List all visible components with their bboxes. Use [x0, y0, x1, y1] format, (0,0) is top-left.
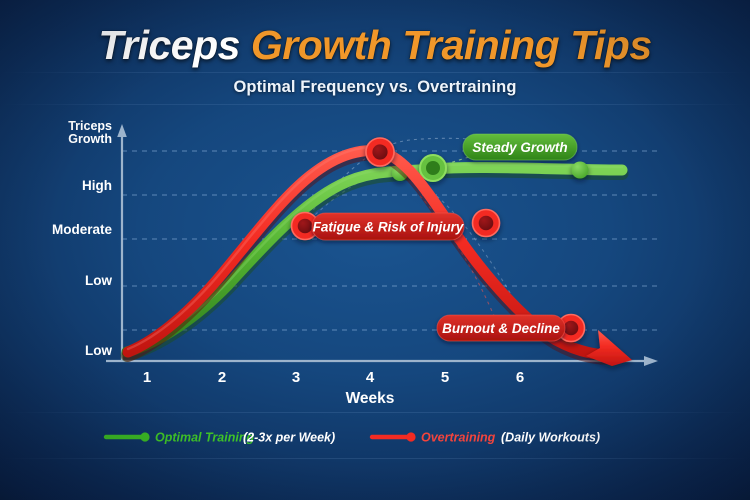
y-tick-label-low-upper: Low — [85, 273, 112, 288]
legend-qualifier-optimal: (2-3x per Week) — [243, 431, 335, 445]
data-point-ring-inner — [297, 218, 313, 234]
x-tick-label-1: 1 — [143, 369, 151, 386]
annotation-steady-growth[interactable]: Steady Growth — [462, 133, 578, 161]
data-point-optimal-3[interactable] — [571, 161, 589, 179]
chart-legend: Optimal Training (2-3x per Week) Overtra… — [103, 431, 600, 445]
x-axis-title: Weeks — [346, 390, 395, 407]
annotation-burnout-label: Burnout & Decline — [442, 321, 560, 336]
annotation-steady-label: Steady Growth — [472, 140, 567, 155]
data-point-ring-inner — [372, 144, 388, 160]
annotation-fatigue[interactable]: Fatigue & Risk of Injury — [311, 212, 465, 241]
y-tick-label-low-lower: Low — [85, 343, 112, 358]
x-axis-arrowhead — [644, 356, 658, 366]
legend-label-optimal: Optimal Training — [155, 431, 254, 445]
legend-label-overtraining: Overtraining — [421, 431, 496, 445]
annotation-burnout[interactable]: Burnout & Decline — [436, 314, 566, 342]
y-tick-label-high: High — [82, 178, 112, 193]
annotation-fatigue-label: Fatigue & Risk of Injury — [313, 220, 465, 235]
legend-item-optimal-training[interactable]: Optimal Training (2-3x per Week) — [103, 431, 335, 445]
x-tick-label-6: 6 — [516, 369, 524, 386]
y-axis-labels: Triceps Growth High Moderate Low Low — [52, 119, 113, 358]
y-axis-title-line2: Growth — [68, 132, 112, 146]
x-tick-label-2: 2 — [218, 369, 226, 386]
x-tick-label-5: 5 — [441, 369, 449, 386]
legend-swatch-dot-optimal — [140, 432, 150, 442]
data-point-ring-inner — [478, 215, 494, 231]
legend-swatch-dot-overtraining — [406, 432, 416, 442]
data-point-optimal-2-inner — [426, 161, 440, 175]
data-point-overtraining-decline[interactable] — [471, 208, 501, 238]
x-axis-labels: 1 2 3 4 5 6 Weeks — [143, 369, 524, 407]
data-point-overtraining-peak[interactable] — [365, 137, 395, 167]
y-tick-label-moderate: Moderate — [52, 222, 113, 237]
x-tick-label-3: 3 — [292, 369, 300, 386]
data-point-ring-inner — [563, 320, 579, 336]
legend-qualifier-overtraining: (Daily Workouts) — [501, 431, 600, 445]
x-tick-label-4: 4 — [366, 369, 375, 386]
y-axis-arrowhead — [117, 124, 127, 137]
y-axis-title-line1: Triceps — [68, 119, 112, 133]
legend-item-overtraining[interactable]: Overtraining (Daily Workouts) — [369, 431, 600, 445]
